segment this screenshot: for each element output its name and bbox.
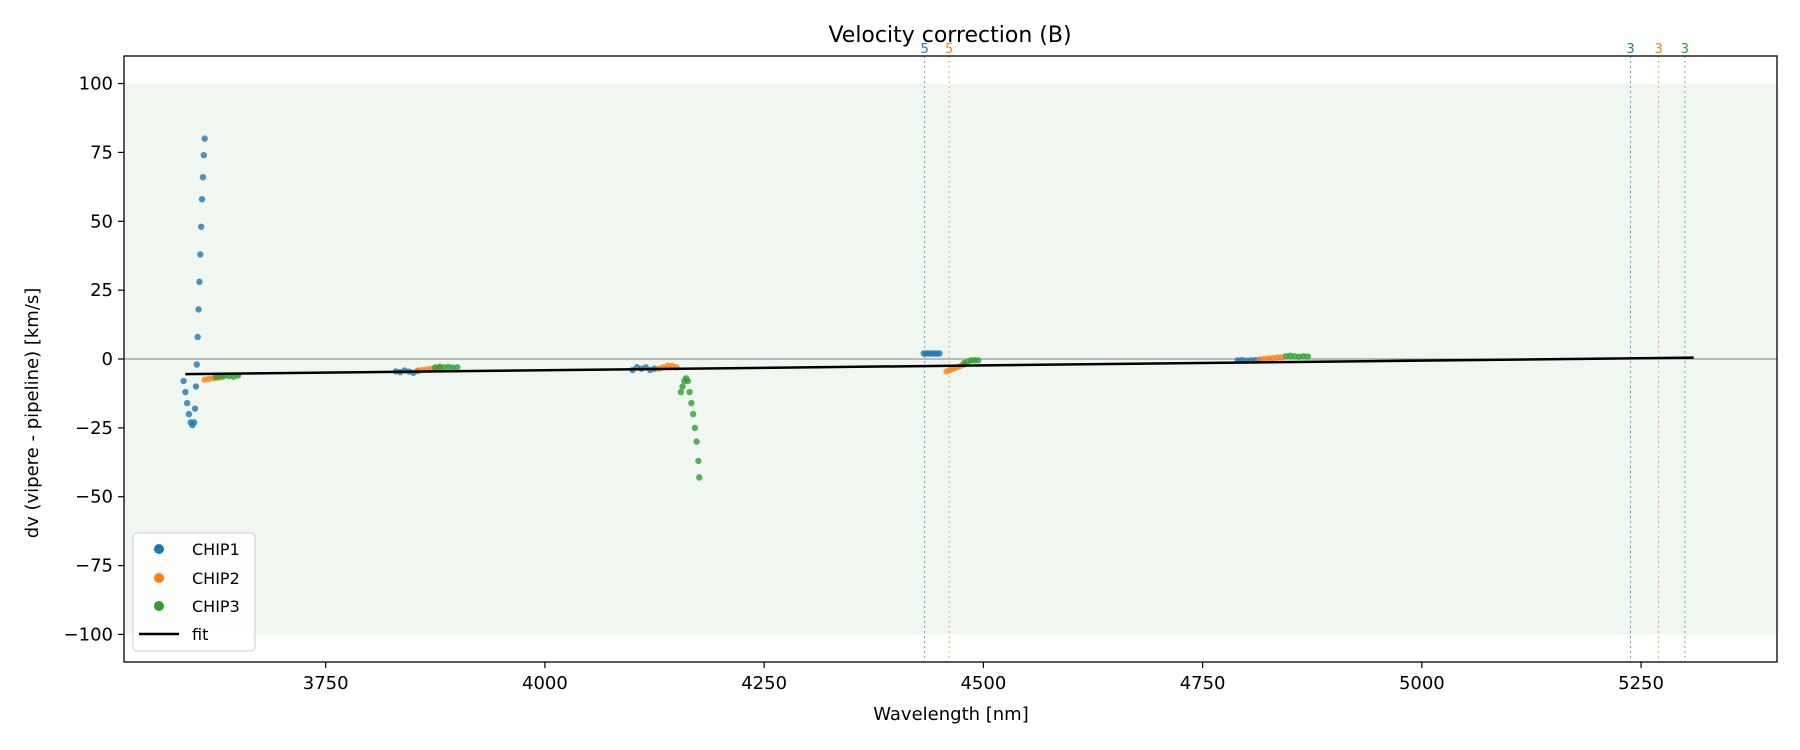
- legend-label-chip2: CHIP2: [192, 569, 240, 588]
- legend-marker-chip1: [154, 544, 164, 554]
- x-axis-ticks: 3750 4000 4250 4500 4750 5000 5250: [303, 662, 1664, 694]
- point-chip1-0-15: [198, 196, 206, 203]
- point-chip1-0-1: [182, 388, 189, 396]
- x-tick-label-1: 4000: [522, 673, 568, 694]
- point-chip3-2-1: [679, 383, 686, 390]
- x-tick-label-0: 3750: [303, 673, 349, 694]
- point-chip1-0-8: [192, 383, 200, 390]
- y-axis-label: dv (vipere - pipeline) [km/s]: [22, 288, 43, 539]
- y-tick-label-0: −100: [64, 624, 113, 645]
- point-chip1-0-9: [193, 361, 200, 368]
- chart-title: Velocity correction (B): [828, 23, 1071, 48]
- point-chip1-0-11: [195, 306, 202, 313]
- point-chip3-1-5: [454, 364, 461, 371]
- y-tick-label-8: 100: [79, 74, 113, 95]
- point-chip3-2-4: [684, 377, 692, 385]
- point-chip3-4-5: [1304, 353, 1312, 360]
- x-tick-label-4: 4750: [1180, 673, 1226, 694]
- y-tick-label-2: −50: [75, 487, 113, 508]
- x-tick-label-2: 4250: [741, 673, 787, 694]
- point-chip3-2-6: [688, 399, 695, 407]
- point-chip1-0-10: [194, 333, 201, 341]
- point-chip1-0-6: [190, 419, 198, 426]
- point-chip1-0-12: [196, 278, 203, 286]
- x-tick-label-3: 4500: [960, 673, 1006, 694]
- legend-box: [132, 532, 256, 652]
- y-tick-label-3: −25: [75, 418, 113, 439]
- marker-line-label-4: 3: [1681, 42, 1689, 57]
- y-axis-ticks: −100 −75 −50 −25 0 25 50 75 100: [64, 74, 124, 645]
- x-axis-label: Wavelength [nm]: [873, 704, 1029, 725]
- x-tick-label-6: 5250: [1618, 673, 1664, 694]
- point-chip1-0-16: [199, 174, 207, 181]
- legend-label-chip3: CHIP3: [192, 597, 240, 616]
- point-chip3-2-7: [689, 410, 697, 418]
- point-chip1-0-14: [197, 223, 205, 230]
- y-tick-label-1: −75: [75, 556, 113, 577]
- point-chip1-0-18: [201, 135, 208, 142]
- y-tick-label-4: 0: [102, 349, 113, 370]
- legend-label-fit: fit: [192, 625, 208, 644]
- marker-lines: 5 5 3 3 3: [920, 42, 1689, 662]
- point-chip3-2-10: [695, 457, 702, 465]
- y-tick-label-5: 25: [90, 280, 113, 301]
- legend: CHIP1 CHIP2 CHIP3 fit: [132, 532, 256, 652]
- point-chip3-2-0: [677, 388, 685, 396]
- marker-line-label-0: 5: [920, 42, 928, 57]
- y-tick-label-6: 50: [90, 211, 113, 232]
- point-chip1-0-3: [185, 410, 193, 418]
- point-chip3-2-5: [686, 388, 693, 396]
- marker-line-label-1: 5: [945, 42, 953, 57]
- point-chip1-0-0: [180, 377, 187, 385]
- legend-label-chip1: CHIP1: [192, 540, 240, 559]
- point-chip3-3-4: [974, 357, 982, 364]
- point-chip1-0-7: [191, 405, 199, 412]
- marker-line-label-2: 3: [1626, 42, 1634, 57]
- point-chip1-0-13: [197, 251, 204, 258]
- y-tick-label-7: 75: [90, 142, 113, 163]
- point-chip3-2-8: [691, 424, 699, 432]
- point-chip1-3-6: [936, 350, 943, 357]
- x-tick-label-5: 5000: [1399, 673, 1445, 694]
- marker-line-label-3: 3: [1654, 42, 1662, 57]
- point-chip3-2-9: [693, 438, 700, 445]
- legend-marker-chip3: [154, 601, 164, 611]
- fit-line: [185, 356, 1694, 376]
- point-chip3-2-11: [696, 474, 703, 481]
- point-chip1-0-17: [200, 151, 207, 159]
- point-chip2-2-2: [664, 362, 671, 370]
- point-chip1-0-2: [183, 399, 191, 407]
- legend-marker-chip2: [154, 573, 164, 583]
